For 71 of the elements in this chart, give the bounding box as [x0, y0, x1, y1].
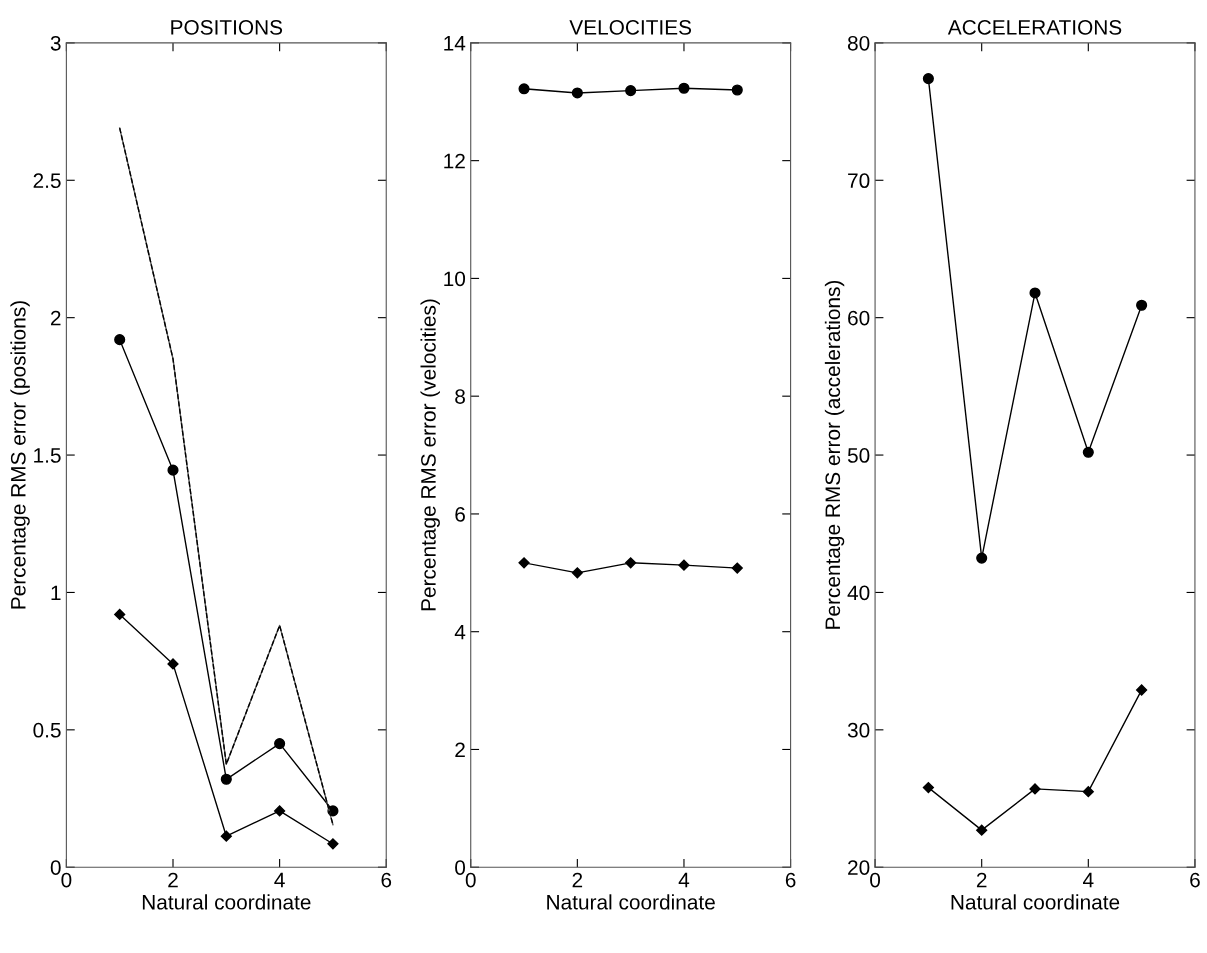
y-tick-label: 20	[848, 860, 870, 875]
chart-title: POSITIONS	[171, 20, 283, 35]
y-tick-label: 70	[848, 173, 870, 189]
y-tick-label: 3	[50, 35, 61, 51]
y-tick-label: 8	[455, 389, 465, 404]
y-tick-label: 40	[847, 585, 870, 601]
x-axis-title: Natural coordinate	[142, 894, 311, 910]
point	[274, 738, 286, 750]
point	[1082, 786, 1094, 798]
point	[114, 334, 126, 346]
x-tick-label: 2	[168, 872, 178, 888]
y-tick-label: 2	[50, 310, 61, 326]
point	[678, 559, 690, 571]
y-tick-label: 1.5	[34, 448, 61, 463]
point	[1136, 299, 1148, 311]
point	[571, 567, 583, 579]
y-tick-label: 0.5	[33, 722, 61, 738]
y-axis-title: Percentage RMS error (positions)	[10, 301, 30, 609]
point	[922, 781, 934, 794]
x-tick-label: 4	[678, 872, 690, 888]
x-tick-label: 2	[976, 872, 987, 888]
point	[731, 562, 743, 574]
point	[1082, 446, 1094, 458]
point	[1136, 684, 1148, 696]
y-tick-label: 1	[51, 585, 61, 600]
y-tick-label: 0	[455, 860, 466, 875]
point	[114, 608, 126, 621]
point	[518, 557, 530, 569]
point	[220, 830, 232, 842]
point	[731, 84, 743, 96]
point	[625, 85, 637, 97]
point	[167, 658, 179, 670]
x-tick-label: 0	[465, 872, 476, 888]
point	[678, 82, 690, 94]
x-axis-title: Natural coordinate	[547, 894, 715, 910]
point	[518, 83, 530, 95]
x-axis-title: Natural coordinate	[951, 894, 1120, 910]
point	[976, 824, 988, 836]
point	[571, 87, 583, 99]
y-tick-label: 6	[455, 506, 465, 522]
y-tick-label: 2	[455, 742, 465, 758]
point	[625, 557, 637, 569]
y-tick-label: 0	[50, 860, 61, 875]
x-tick-label: 4	[274, 872, 285, 888]
point	[167, 464, 179, 476]
x-tick-label: 6	[785, 872, 796, 888]
y-axis-title: Percentage RMS error (velocities)	[420, 299, 440, 611]
y-tick-label: 14	[444, 36, 466, 51]
x-tick-label: 6	[381, 872, 392, 888]
y-tick-label: 10	[444, 271, 466, 287]
y-tick-label: 60	[848, 310, 870, 326]
point	[1029, 287, 1041, 299]
y-tick-label: 80	[847, 35, 870, 51]
y-tick-label: 2.5	[33, 173, 61, 189]
point	[976, 552, 988, 564]
x-tick-label: 0	[61, 872, 72, 888]
x-tick-label: 6	[1190, 872, 1200, 888]
point	[327, 838, 339, 850]
chart-title: ACCELERATIONS	[947, 20, 1122, 35]
y-axis-title: Percentage RMS error (accelerations)	[824, 280, 845, 629]
y-tick-label: 50	[847, 448, 870, 463]
point	[220, 773, 232, 785]
y-tick-label: 30	[847, 722, 870, 738]
point	[922, 73, 934, 85]
x-tick-label: 2	[572, 872, 583, 888]
chart-title: VELOCITIES	[569, 20, 692, 35]
point	[274, 805, 286, 817]
x-tick-label: 4	[1083, 872, 1094, 888]
y-tick-label: 4	[454, 624, 466, 640]
y-tick-label: 12	[444, 153, 465, 169]
x-tick-label: 0	[870, 872, 881, 888]
